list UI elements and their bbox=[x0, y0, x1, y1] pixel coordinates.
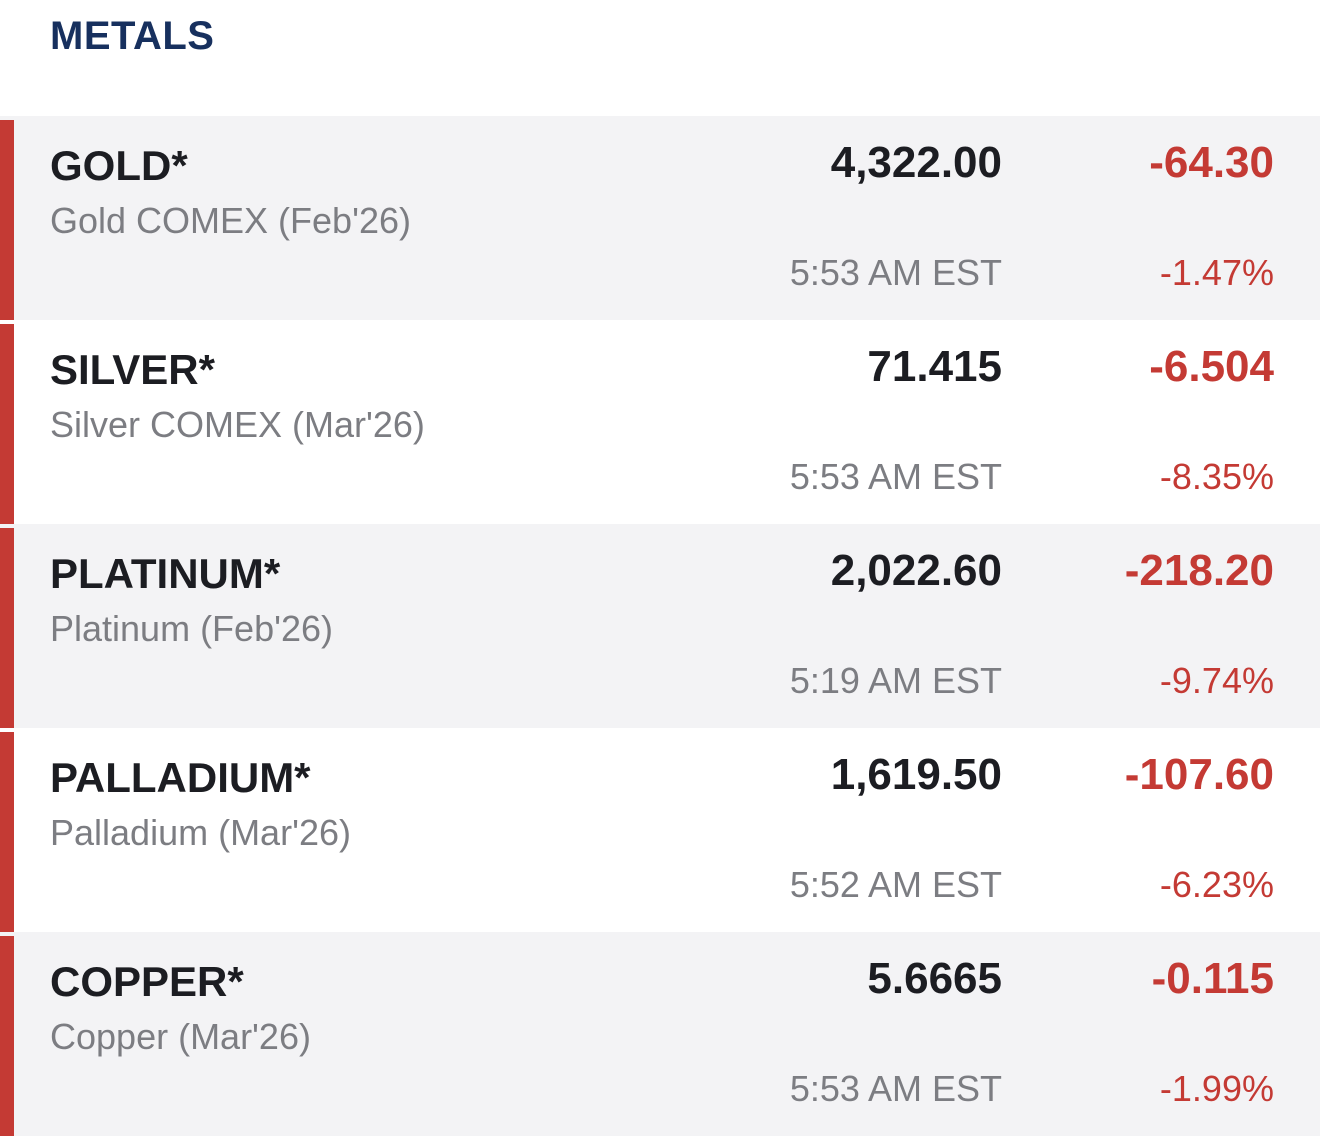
quote-change-percent: -1.99% bbox=[1159, 1068, 1274, 1109]
row-accent-bar bbox=[0, 732, 14, 932]
quote-name: Gold COMEX (Feb'26) bbox=[50, 200, 411, 241]
quote-time: 5:53 AM EST bbox=[789, 252, 1002, 293]
quote-change: -6.504 bbox=[1149, 342, 1274, 391]
quote-row-copper[interactable]: COPPER* Copper (Mar'26) 5.6665 5:53 AM E… bbox=[0, 932, 1320, 1136]
quote-row-palladium[interactable]: PALLADIUM* Palladium (Mar'26) 1,619.50 5… bbox=[0, 728, 1320, 932]
quote-last-price: 71.415 bbox=[867, 342, 1002, 391]
quote-time: 5:53 AM EST bbox=[789, 1068, 1002, 1109]
quote-row-gold[interactable]: GOLD* Gold COMEX (Feb'26) 4,322.00 5:53 … bbox=[0, 116, 1320, 320]
row-accent-bar bbox=[0, 936, 14, 1136]
quote-name: Silver COMEX (Mar'26) bbox=[50, 404, 425, 445]
quote-change: -107.60 bbox=[1124, 750, 1274, 799]
quote-last-price: 2,022.60 bbox=[830, 546, 1002, 595]
quote-list: GOLD* Gold COMEX (Feb'26) 4,322.00 5:53 … bbox=[0, 116, 1320, 1136]
quote-change-percent: -9.74% bbox=[1159, 660, 1274, 701]
row-accent-bar bbox=[0, 528, 14, 728]
quote-time: 5:53 AM EST bbox=[789, 456, 1002, 497]
row-accent-bar bbox=[0, 324, 14, 524]
quote-change-percent: -1.47% bbox=[1159, 252, 1274, 293]
quote-name: Copper (Mar'26) bbox=[50, 1016, 311, 1057]
quote-name: Palladium (Mar'26) bbox=[50, 812, 351, 853]
quote-last-price: 4,322.00 bbox=[830, 138, 1002, 187]
quote-last-price: 1,619.50 bbox=[830, 750, 1002, 799]
quote-row-platinum[interactable]: PLATINUM* Platinum (Feb'26) 2,022.60 5:1… bbox=[0, 524, 1320, 728]
quote-change-percent: -6.23% bbox=[1159, 864, 1274, 905]
row-accent-bar bbox=[0, 120, 14, 320]
quote-change: -0.115 bbox=[1151, 954, 1274, 1003]
quote-change: -218.20 bbox=[1124, 546, 1274, 595]
quote-symbol: PALLADIUM* bbox=[50, 754, 311, 801]
quote-symbol: PLATINUM* bbox=[50, 550, 281, 597]
quote-row-silver[interactable]: SILVER* Silver COMEX (Mar'26) 71.415 5:5… bbox=[0, 320, 1320, 524]
quote-time: 5:19 AM EST bbox=[789, 660, 1002, 701]
quote-symbol: SILVER* bbox=[50, 346, 215, 393]
quote-symbol: COPPER* bbox=[50, 958, 244, 1005]
quote-time: 5:52 AM EST bbox=[789, 864, 1002, 905]
quote-symbol: GOLD* bbox=[50, 142, 188, 189]
quote-change: -64.30 bbox=[1149, 138, 1274, 187]
quote-change-percent: -8.35% bbox=[1159, 456, 1274, 497]
section-title: METALS bbox=[50, 14, 215, 58]
quote-name: Platinum (Feb'26) bbox=[50, 608, 333, 649]
quote-last-price: 5.6665 bbox=[867, 954, 1002, 1003]
